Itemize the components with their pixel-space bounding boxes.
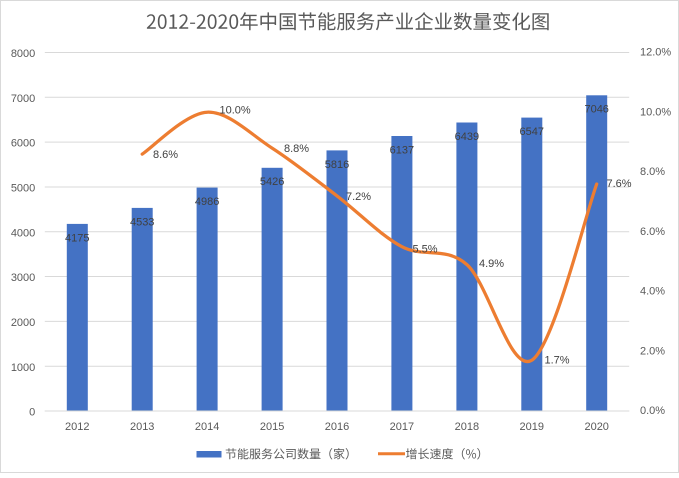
svg-text:5.5%: 5.5% xyxy=(413,243,438,255)
svg-text:12.0%: 12.0% xyxy=(640,47,671,59)
svg-text:7.2%: 7.2% xyxy=(346,191,371,203)
svg-text:8000: 8000 xyxy=(11,48,35,60)
svg-text:3000: 3000 xyxy=(11,272,35,284)
svg-text:4986: 4986 xyxy=(195,196,219,208)
svg-text:6547: 6547 xyxy=(520,126,544,138)
svg-text:4.9%: 4.9% xyxy=(479,258,504,270)
svg-text:0.0%: 0.0% xyxy=(640,405,665,417)
svg-text:2018: 2018 xyxy=(455,421,479,433)
svg-text:4533: 4533 xyxy=(130,216,154,228)
svg-text:8.6%: 8.6% xyxy=(153,149,178,161)
svg-text:0: 0 xyxy=(29,407,35,419)
svg-text:2019: 2019 xyxy=(520,421,544,433)
svg-text:7.6%: 7.6% xyxy=(607,178,632,190)
svg-text:2014: 2014 xyxy=(195,421,219,433)
svg-text:1000: 1000 xyxy=(11,362,35,374)
svg-text:6137: 6137 xyxy=(390,144,414,156)
svg-text:6000: 6000 xyxy=(11,138,35,150)
svg-text:2013: 2013 xyxy=(130,421,154,433)
svg-text:10.0%: 10.0% xyxy=(640,107,671,119)
svg-text:8.0%: 8.0% xyxy=(640,166,665,178)
svg-text:8.8%: 8.8% xyxy=(284,143,309,155)
svg-text:5426: 5426 xyxy=(260,176,284,188)
svg-text:10.0%: 10.0% xyxy=(220,104,251,116)
svg-text:4000: 4000 xyxy=(11,227,35,239)
svg-text:5816: 5816 xyxy=(325,159,349,171)
svg-text:2016: 2016 xyxy=(325,421,349,433)
svg-text:2015: 2015 xyxy=(260,421,284,433)
svg-text:2012: 2012 xyxy=(65,421,89,433)
svg-text:1.7%: 1.7% xyxy=(545,354,570,366)
svg-text:6.0%: 6.0% xyxy=(640,226,665,238)
svg-text:2.0%: 2.0% xyxy=(640,345,665,357)
svg-text:4.0%: 4.0% xyxy=(640,286,665,298)
svg-text:6439: 6439 xyxy=(455,131,479,143)
svg-text:7000: 7000 xyxy=(11,93,35,105)
svg-text:2020: 2020 xyxy=(584,421,608,433)
svg-text:4175: 4175 xyxy=(65,232,89,244)
svg-text:7046: 7046 xyxy=(584,104,608,116)
svg-text:5000: 5000 xyxy=(11,183,35,195)
svg-text:2017: 2017 xyxy=(390,421,414,433)
svg-text:2000: 2000 xyxy=(11,317,35,329)
